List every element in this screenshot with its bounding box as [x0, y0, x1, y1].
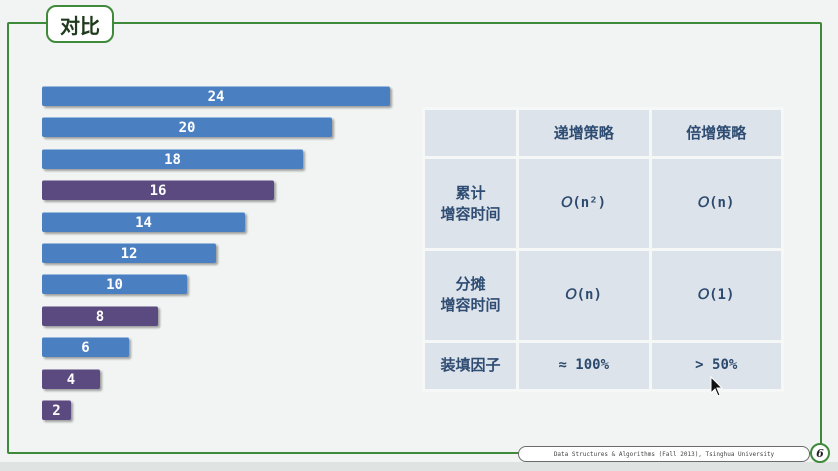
bar-8: 8 — [42, 306, 158, 326]
row-header-load-factor: 装填因子 — [425, 342, 516, 389]
bottom-strip — [0, 462, 838, 471]
row-header-line: 装填因子 — [440, 356, 501, 375]
comparison-table-container: 递增策略 倍增策略 累计 增容时间 𝑂(n²) 𝑂(n) 分摊 增容时间 𝑂(n… — [422, 107, 784, 392]
row-header-line: 增容时间 — [440, 204, 501, 223]
table-cell: 𝑂(n) — [651, 159, 781, 248]
table-row: 分摊 增容时间 𝑂(n) 𝑂(1) — [425, 250, 781, 340]
page-number: 6 — [810, 443, 830, 463]
bar-4: 4 — [42, 369, 100, 389]
bar-14: 14 — [42, 212, 245, 232]
bar-2: 2 — [42, 400, 71, 420]
row-header-cumulative: 累计 增容时间 — [425, 159, 516, 248]
table-row: 装填因子 ≈ 100% > 50% — [425, 342, 781, 389]
bar-10: 10 — [42, 274, 187, 294]
footer-caption: Data Structures & Algorithms (Fall 2013)… — [518, 446, 810, 462]
bar-24: 24 — [42, 86, 390, 106]
table-cell: 𝑂(n²) — [519, 159, 649, 248]
row-header-amortized: 分摊 增容时间 — [425, 250, 516, 340]
bar-12: 12 — [42, 243, 216, 263]
row-header-line: 分摊 — [455, 275, 486, 294]
bar-16: 16 — [42, 180, 274, 200]
column-header-incremental: 递增策略 — [519, 110, 649, 157]
slide-frame — [7, 22, 822, 454]
mouse-cursor-icon — [710, 376, 724, 397]
bar-stack: 24 20 18 16 14 12 10 8 6 4 2 — [42, 86, 402, 420]
table-corner-cell — [425, 110, 516, 157]
slide-title: 对比 — [46, 5, 114, 43]
bar-20: 20 — [42, 117, 332, 137]
table-header-row: 递增策略 倍增策略 — [425, 110, 781, 157]
row-header-line: 累计 — [455, 183, 486, 202]
bar-6: 6 — [42, 337, 129, 357]
column-header-doubling: 倍增策略 — [651, 110, 781, 157]
table-cell: 𝑂(n) — [519, 250, 649, 340]
table-row: 累计 增容时间 𝑂(n²) 𝑂(n) — [425, 159, 781, 248]
table-cell: 𝑂(1) — [651, 250, 781, 340]
table-cell: > 50% — [651, 342, 781, 389]
row-header-line: 增容时间 — [440, 296, 501, 315]
bar-18: 18 — [42, 149, 303, 169]
table-cell: ≈ 100% — [519, 342, 649, 389]
comparison-table: 递增策略 倍增策略 累计 增容时间 𝑂(n²) 𝑂(n) 分摊 增容时间 𝑂(n… — [422, 107, 784, 392]
